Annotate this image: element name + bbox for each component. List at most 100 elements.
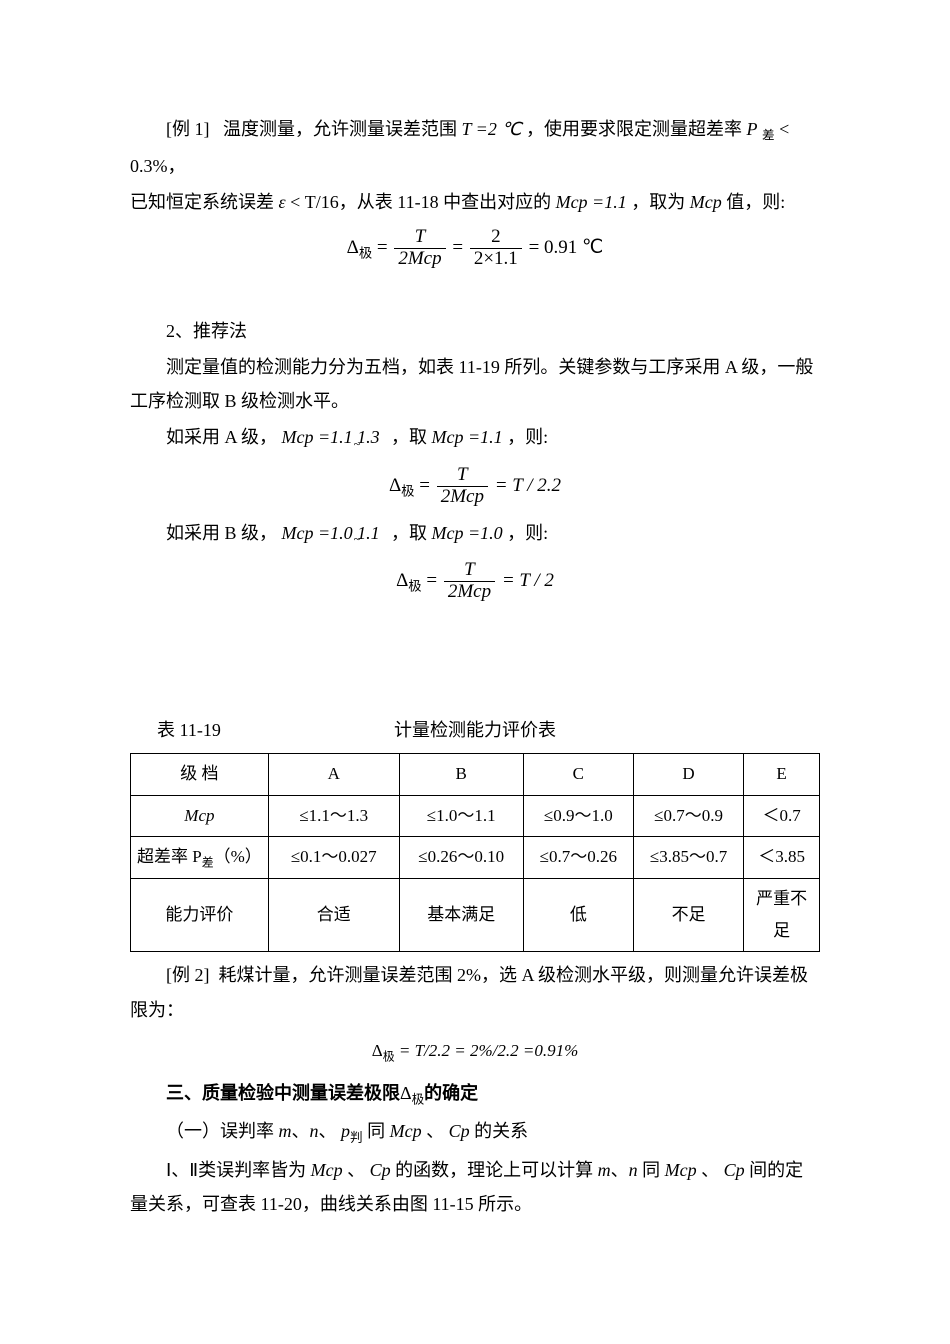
sec2-p2: 如采用 A 级， Mcp =1.1 1.3~ ，取 Mcp =1.1 ，则: [130, 420, 820, 457]
f3-sub: 极 [408, 579, 421, 594]
s3-sub: 极 [412, 1092, 425, 1106]
f2-sub: 极 [401, 483, 414, 498]
s3-ta: 三、质量检验中测量误差极限 [166, 1083, 400, 1103]
ex1-Psub: 差 [762, 129, 775, 143]
table-header-row: 级 档 A B C D E [131, 754, 820, 795]
s2-p2c: ，则: [507, 427, 548, 447]
r2c4: ＜3.85 [744, 836, 820, 878]
ex1-l2d: 值，则: [726, 192, 785, 212]
f1-top2: 2 [470, 227, 522, 249]
r3c0: 合适 [268, 878, 399, 952]
r3c3: 不足 [633, 878, 743, 952]
sec3-p: Ⅰ、Ⅱ类误判率皆为 Mcp 、 Cp 的函数，理论上可以计算 m、n 同 Mcp… [130, 1153, 820, 1221]
r2-la: 超差率 P [137, 847, 202, 866]
f3-res: = T / 2 [502, 570, 554, 591]
table-row3: 能力评价 合适 基本满足 低 不足 严重不足 [131, 878, 820, 952]
f4-d: Δ [372, 1041, 383, 1060]
s3-sep6: 、 [701, 1160, 719, 1180]
s3-p: p [341, 1121, 350, 1141]
s3-sep3: 、 [426, 1121, 444, 1141]
s3s1b: 的关系 [474, 1121, 528, 1141]
r2c3: ≤3.85～0.7 [633, 836, 743, 878]
s3-m2: m [598, 1160, 611, 1180]
ex2-prefix: [例 2] [166, 965, 210, 985]
table-row2: 超差率 P差（%） ≤0.1～0.027 ≤0.26～0.10 ≤0.7～0.2… [131, 836, 820, 878]
f2-top: T [437, 465, 488, 487]
s3-mcp: Mcp [390, 1121, 422, 1141]
r3c1: 基本满足 [399, 878, 523, 952]
f1-eq1: = [377, 237, 388, 258]
s3-mcp2: Mcp [311, 1160, 343, 1180]
formula4: Δ极 = T/2.2 = 2%/2.2 =0.91% [130, 1035, 820, 1068]
r1c1: ≤1.0～1.1 [399, 795, 523, 836]
th5: E [744, 754, 820, 795]
f1-eq2: = [452, 237, 463, 258]
f2-delta: Δ [389, 475, 401, 496]
s3s1a: （一）误判率 [166, 1121, 274, 1141]
f1-frac2: 2 2×1.1 [470, 227, 522, 270]
s2b-p3b: ，取 [391, 523, 427, 543]
r2-lb: （%） [214, 847, 262, 866]
ex1-t1: 温度测量，允许测量误差范围 [223, 119, 457, 139]
f2-eq: = [419, 475, 430, 496]
r3c2: 低 [523, 878, 633, 952]
s3-psub: 判 [350, 1131, 363, 1145]
sec2-title: 2、推荐法 [130, 314, 820, 348]
s3-sep4: 、 [347, 1160, 365, 1180]
s3-cp2: Cp [370, 1160, 391, 1180]
ex1-l2c: ，取为 [631, 192, 685, 212]
ex1-t2: ，使用要求限定测量超差率 [526, 119, 742, 139]
s3pa: Ⅰ、Ⅱ类误判率皆为 [166, 1160, 306, 1180]
s2-p2a: 如采用 A 级， [166, 427, 277, 447]
r1c3: ≤0.7～0.9 [633, 795, 743, 836]
table-caption: 表 11-19 计量检测能力评价表 [130, 713, 820, 747]
r3-label: 能力评价 [131, 878, 269, 952]
example1-line1: [例 1] 温度测量，允许测量误差范围 T =2 ℃ ，使用要求限定测量超差率 … [130, 112, 820, 183]
s3-tb: 的确定 [424, 1083, 478, 1103]
f2-bot: 2Mcp [437, 487, 488, 508]
f3-frac: T 2Mcp [444, 560, 495, 603]
r3c4: 严重不足 [744, 878, 820, 952]
f2-res: = T / 2.2 [495, 475, 561, 496]
f3-top: T [444, 560, 495, 582]
formula3: Δ极 = T 2Mcp = T / 2 [130, 560, 820, 603]
table-num: 表 11-19 [130, 713, 380, 747]
s3-sep2: 、 [319, 1121, 337, 1141]
s2b-mcpb: Mcp =1.0 1.1~ [282, 523, 387, 543]
f3-delta: Δ [396, 570, 408, 591]
s3-m: m [279, 1121, 292, 1141]
f1-top1: T [394, 227, 445, 249]
ex1-Teq: T =2 ℃ [462, 119, 522, 139]
th2: B [399, 754, 523, 795]
s3-tong2: 同 [642, 1160, 660, 1180]
f3-eq: = [426, 570, 437, 591]
ex1-l2a: 已知恒定系统误差 [130, 192, 274, 212]
f2-frac: T 2Mcp [437, 465, 488, 508]
formula2: Δ极 = T 2Mcp = T / 2.2 [130, 465, 820, 508]
r1c4: ＜0.7 [744, 795, 820, 836]
example1-line2: 已知恒定系统误差 ε < T/16，从表 11-18 中查出对应的 Mcp =1… [130, 185, 820, 219]
r2-label: 超差率 P差（%） [131, 836, 269, 878]
r1-label: Mcp [131, 795, 269, 836]
th3: C [523, 754, 633, 795]
s2-mcpa2: Mcp =1.1 [431, 427, 502, 447]
ex1-prefix: [例 1] [166, 119, 210, 139]
s3-cp: Cp [449, 1121, 470, 1141]
r2-ls: 差 [202, 855, 214, 869]
s3-n: n [310, 1121, 319, 1141]
f1-bot1: 2Mcp [394, 249, 445, 270]
ex1-mcpeq: Mcp =1.1 [556, 192, 627, 212]
s3-sep5: 、 [611, 1160, 629, 1180]
s3-delta: Δ [400, 1083, 412, 1103]
ex2-text: 耗煤计量，允许测量误差范围 2%，选 A 级检测水平级，则测量允许误差极限为： [130, 965, 808, 1019]
r1c2: ≤0.9～1.0 [523, 795, 633, 836]
ex1-eps: ε [279, 192, 286, 212]
s3-cp3: Cp [724, 1160, 745, 1180]
table-title: 计量检测能力评价表 [380, 713, 820, 747]
ex1-P: P [747, 119, 758, 139]
sec2b-p3: 如采用 B 级， Mcp =1.0 1.1~ ，取 Mcp =1.0 ，则: [130, 516, 820, 553]
sec3-title: 三、质量检验中测量误差极限Δ极的确定 [130, 1076, 820, 1113]
th4: D [633, 754, 743, 795]
example2: [例 2] 耗煤计量，允许测量误差范围 2%，选 A 级检测水平级，则测量允许误… [130, 958, 820, 1026]
r2c0: ≤0.1～0.027 [268, 836, 399, 878]
